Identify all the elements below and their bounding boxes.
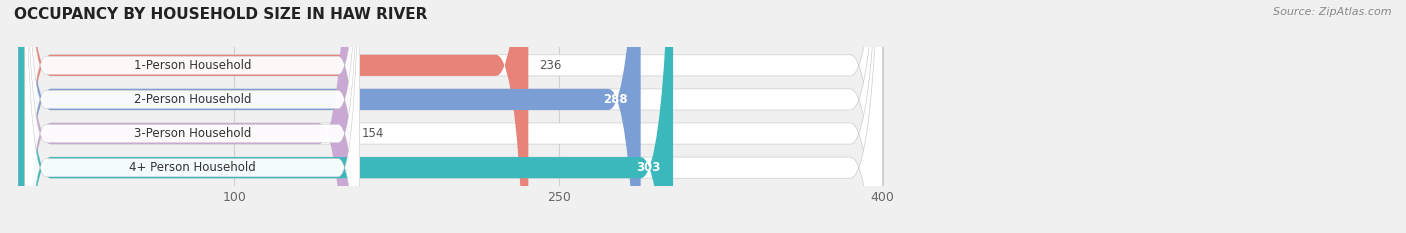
Text: Source: ZipAtlas.com: Source: ZipAtlas.com — [1274, 7, 1392, 17]
Text: 303: 303 — [636, 161, 661, 174]
Text: 288: 288 — [603, 93, 627, 106]
Text: 2-Person Household: 2-Person Household — [134, 93, 252, 106]
FancyBboxPatch shape — [25, 0, 360, 233]
Text: 236: 236 — [538, 59, 561, 72]
Text: 3-Person Household: 3-Person Household — [134, 127, 252, 140]
FancyBboxPatch shape — [18, 0, 673, 233]
Text: 154: 154 — [361, 127, 384, 140]
FancyBboxPatch shape — [18, 0, 529, 233]
FancyBboxPatch shape — [18, 0, 883, 233]
Text: 4+ Person Household: 4+ Person Household — [129, 161, 256, 174]
FancyBboxPatch shape — [25, 0, 360, 233]
FancyBboxPatch shape — [18, 0, 641, 233]
FancyBboxPatch shape — [18, 0, 352, 233]
Text: 1-Person Household: 1-Person Household — [134, 59, 252, 72]
FancyBboxPatch shape — [18, 0, 883, 233]
Text: OCCUPANCY BY HOUSEHOLD SIZE IN HAW RIVER: OCCUPANCY BY HOUSEHOLD SIZE IN HAW RIVER — [14, 7, 427, 22]
FancyBboxPatch shape — [18, 0, 883, 233]
FancyBboxPatch shape — [25, 0, 360, 233]
FancyBboxPatch shape — [25, 0, 360, 233]
FancyBboxPatch shape — [18, 0, 883, 233]
